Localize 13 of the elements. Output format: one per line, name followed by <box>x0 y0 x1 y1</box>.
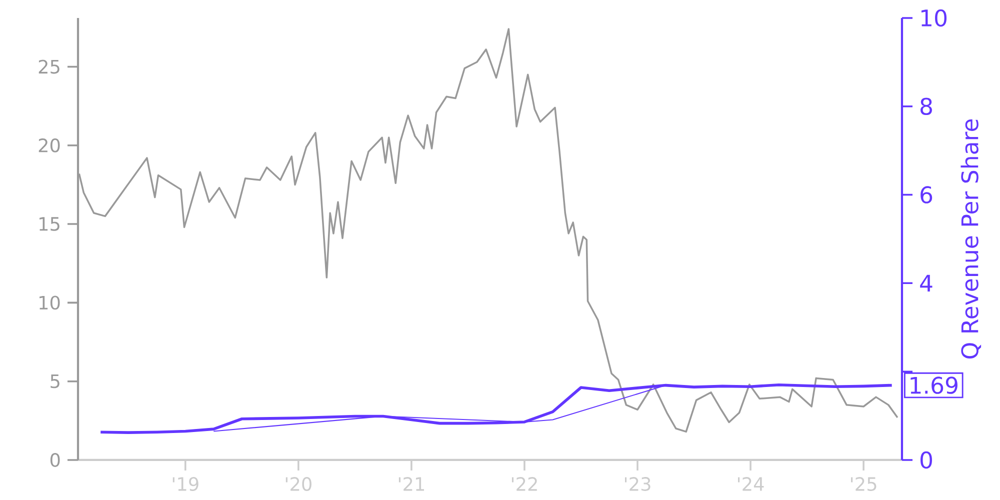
y2-tick-label: 8 <box>920 98 932 116</box>
y-tick-label: 10 <box>40 296 60 310</box>
y-tick-label: 20 <box>38 138 60 152</box>
data-label: 1.69 <box>910 376 958 394</box>
y-tick-label: 0 <box>50 453 60 467</box>
y-tick-label: 25 <box>38 60 60 74</box>
y2-tick-label: 0 <box>920 451 932 469</box>
y2-tick-label: 4 <box>920 274 932 292</box>
y2-axis-title: Q Revenue Per Share <box>960 119 982 358</box>
y2-tick-label: 10 <box>922 9 947 27</box>
y-tick-label: 5 <box>50 374 60 388</box>
y-tick-label: 15 <box>40 217 60 231</box>
y2-tick-label: 6 <box>920 186 932 204</box>
